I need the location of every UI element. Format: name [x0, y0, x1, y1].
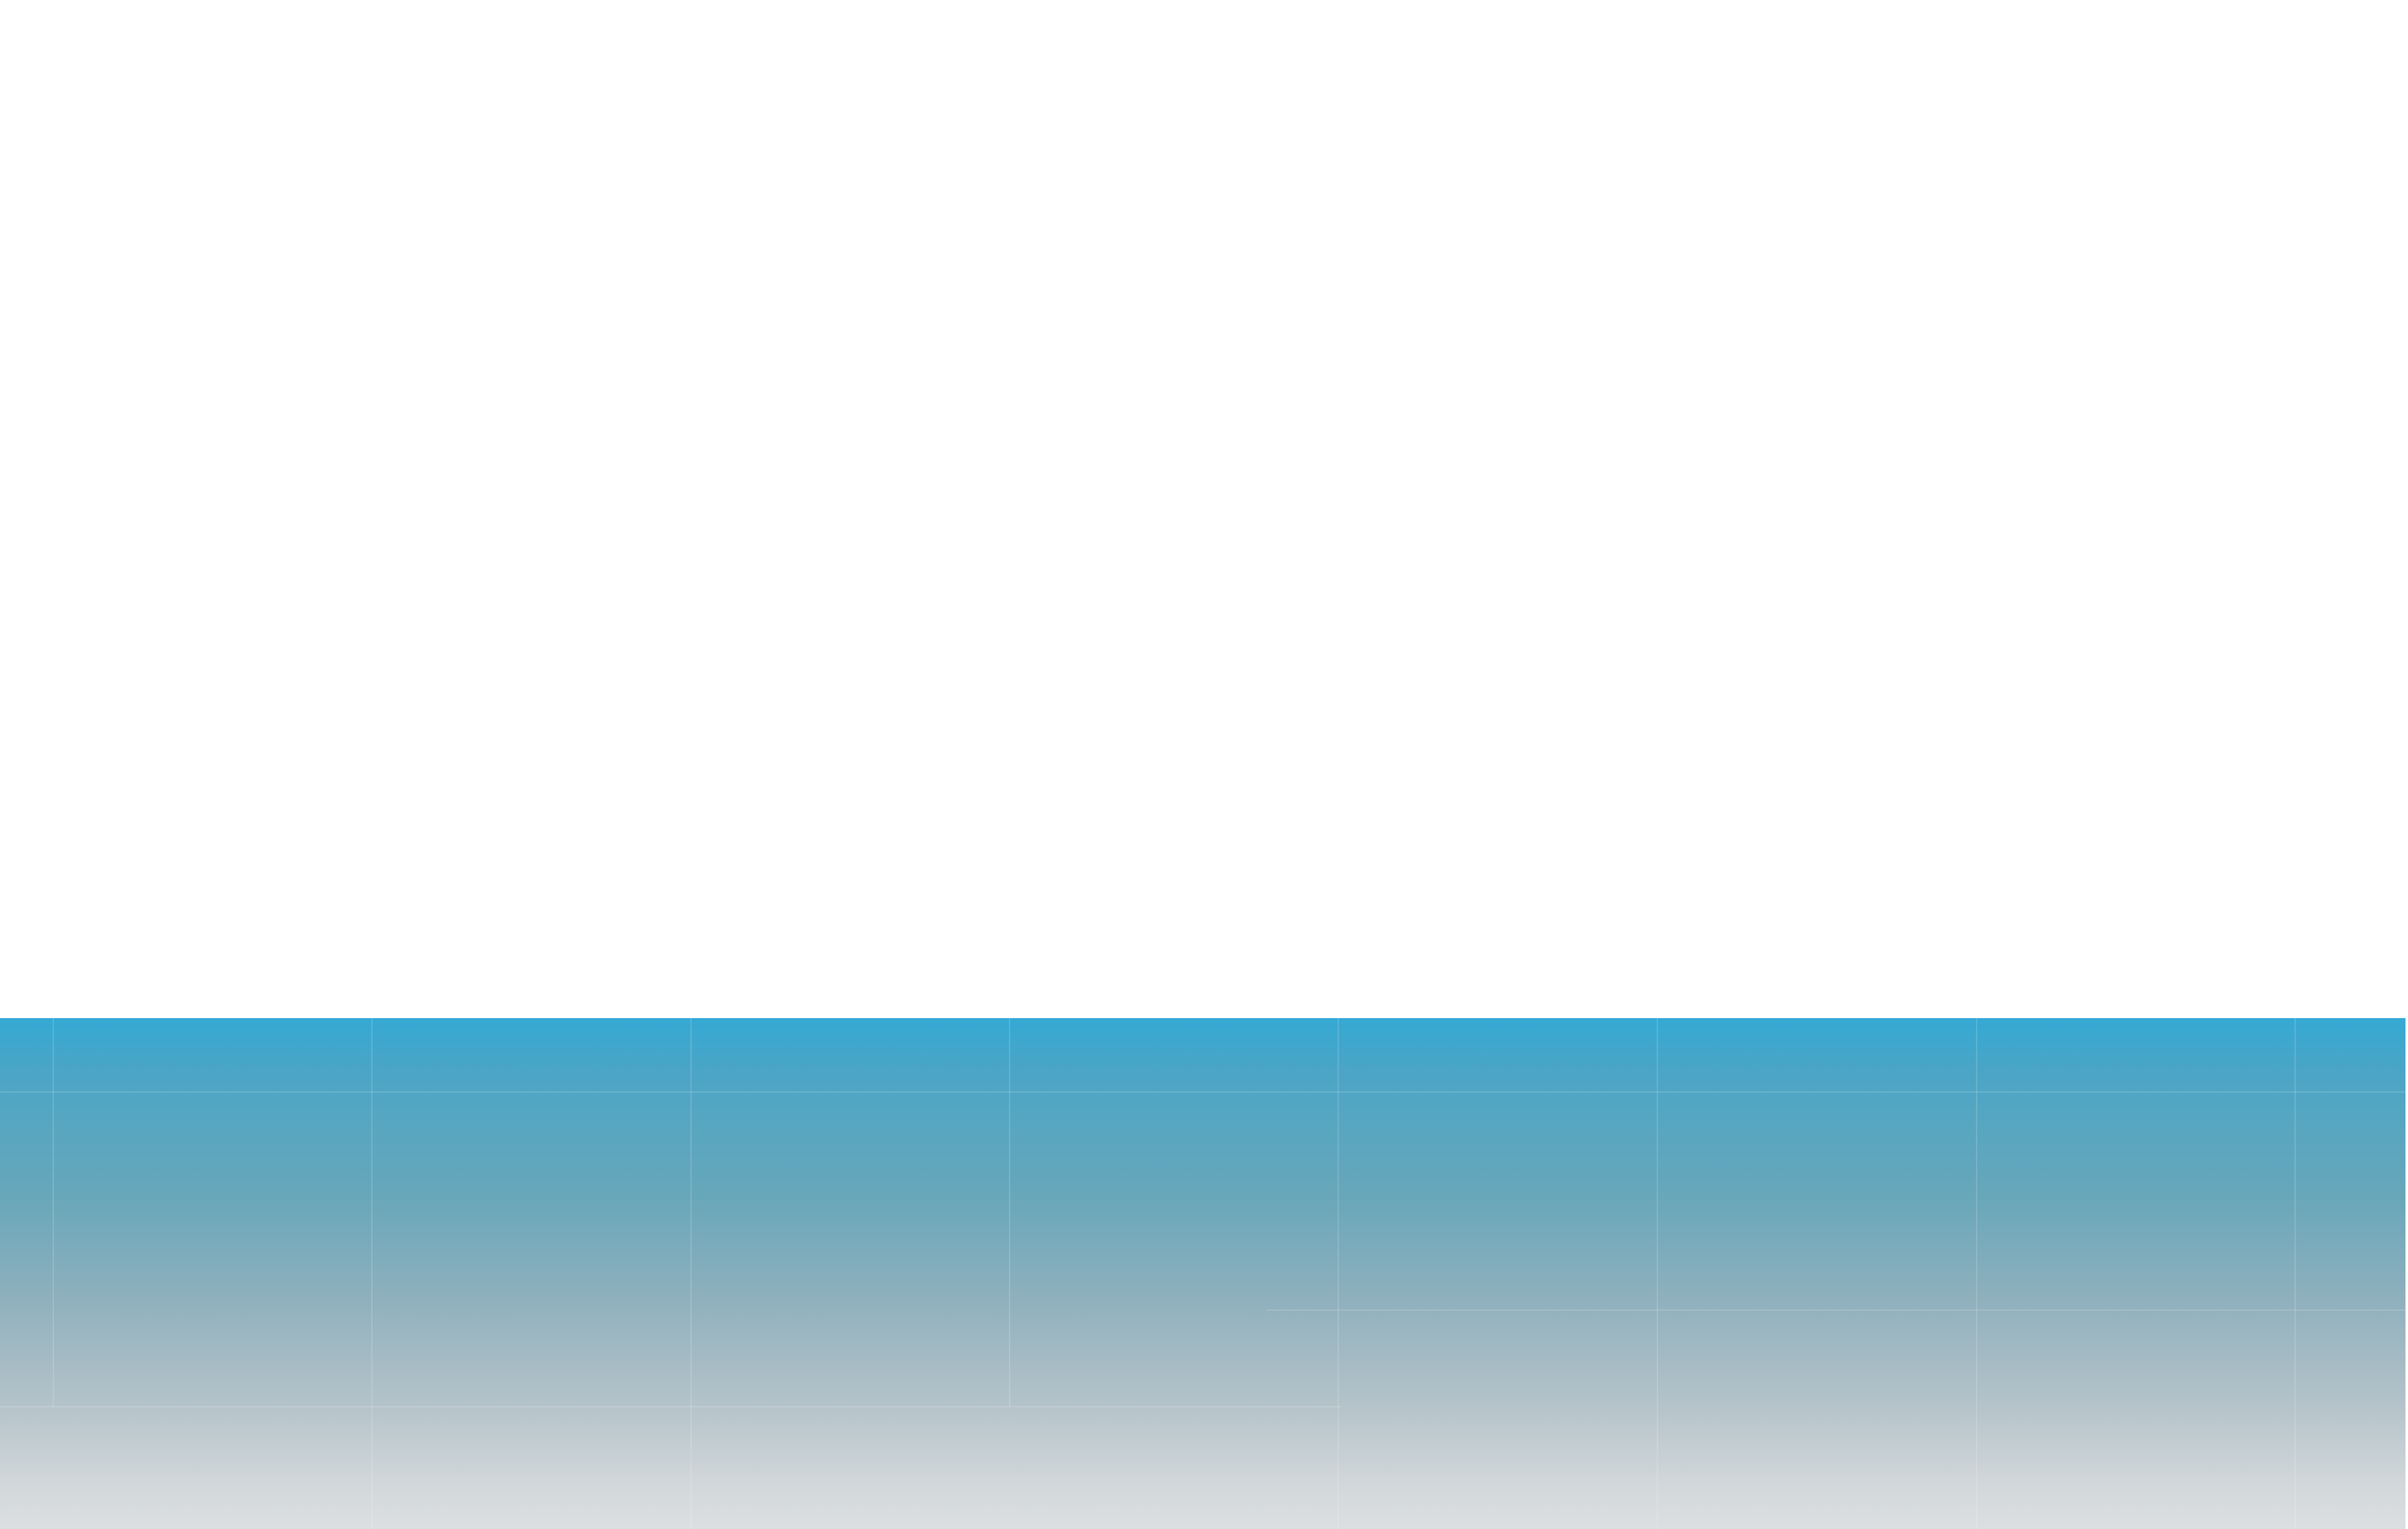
- decorative-gradient-band: [0, 1018, 2405, 1529]
- tile-grid-pattern: [0, 1018, 2405, 1529]
- blank-content-area: [0, 0, 2408, 1018]
- right-edge-strip: [2405, 1018, 2408, 1529]
